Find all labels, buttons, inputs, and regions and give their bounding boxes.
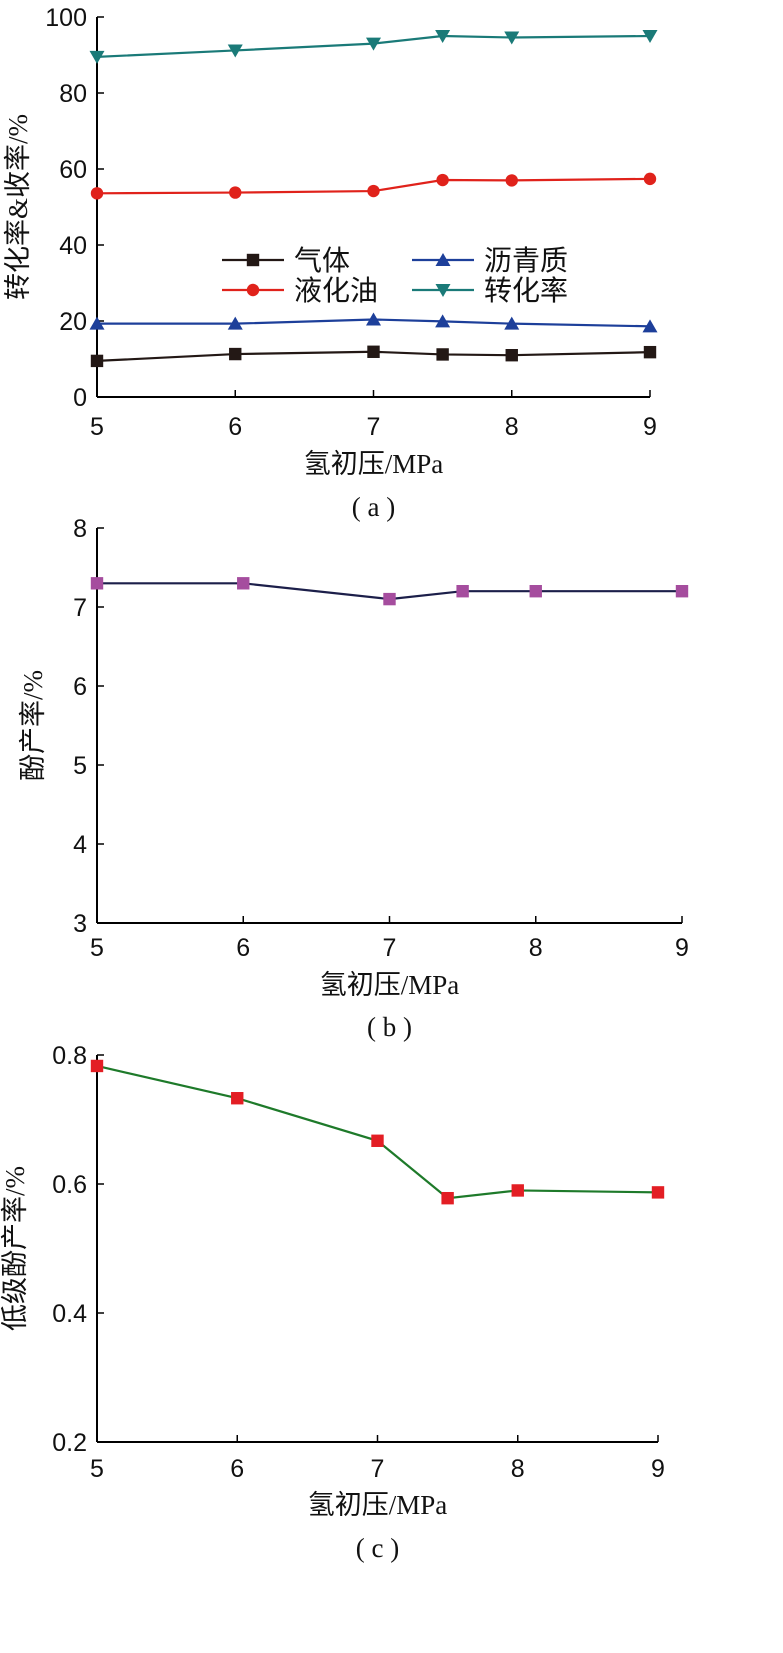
- data-point: [675, 585, 689, 598]
- data-point: [367, 345, 380, 358]
- y-tick-label: 100: [45, 4, 87, 32]
- data-point: [90, 577, 104, 590]
- y-tick-label: 0.2: [52, 1429, 87, 1457]
- data-point: [456, 585, 469, 598]
- y-axis-title: 低级酚产率/%: [0, 1166, 30, 1331]
- x-tick-label: 8: [529, 934, 543, 962]
- x-tick-label: 5: [90, 1455, 104, 1483]
- data-point: [511, 1184, 524, 1197]
- data-point: [436, 348, 449, 361]
- panel-caption: ( a ): [352, 492, 395, 522]
- y-tick-label: 0.6: [52, 1171, 87, 1199]
- y-axis-title: 转化率&收率/%: [3, 114, 33, 300]
- data-point: [505, 174, 518, 187]
- series-line: [97, 318, 651, 328]
- legend-swatch-marker: [435, 284, 451, 297]
- data-point: [504, 316, 520, 330]
- panel-caption: ( c ): [356, 1533, 399, 1563]
- data-point: [505, 349, 518, 362]
- x-tick-label: 6: [236, 934, 250, 962]
- x-tick-label: 7: [371, 1455, 385, 1483]
- y-tick-label: 40: [59, 232, 87, 260]
- y-tick-label: 7: [73, 594, 87, 622]
- x-tick-label: 9: [675, 934, 689, 962]
- legend-item: 转化率: [412, 275, 568, 307]
- data-point: [227, 316, 243, 330]
- y-tick-label: 60: [59, 156, 87, 184]
- x-tick-label: 7: [383, 934, 397, 962]
- data-point: [383, 592, 396, 606]
- x-tick-label: 9: [643, 413, 657, 441]
- legend-label: 气体: [294, 245, 350, 277]
- y-tick-label: 6: [73, 673, 87, 701]
- x-tick-label: 7: [367, 413, 381, 441]
- x-tick-label: 8: [505, 413, 519, 441]
- data-point: [229, 186, 242, 199]
- series-line: [96, 350, 651, 362]
- y-tick-label: 3: [73, 910, 87, 938]
- chart-panel-b: 3 4 5 6 7 8 5 6 7 8 9 氢初压/MPa 酚产率/% ( b ): [18, 515, 689, 1042]
- data-point: [371, 1134, 384, 1147]
- x-axis-title: 氢初压/MPa: [304, 449, 444, 479]
- data-point: [435, 30, 451, 43]
- y-tick-label: 5: [73, 752, 87, 780]
- data-point: [229, 347, 242, 361]
- legend-item: 沥青质: [412, 245, 568, 277]
- x-tick-label: 5: [90, 413, 104, 441]
- y-tick-label: 80: [59, 80, 87, 108]
- y-tick-label: 0: [73, 384, 87, 412]
- data-point: [643, 172, 657, 186]
- data-point: [441, 1191, 454, 1205]
- data-point: [237, 577, 250, 590]
- panel-caption: ( b ): [367, 1012, 412, 1042]
- data-point: [227, 44, 243, 58]
- data-point: [90, 187, 104, 200]
- x-tick-label: 5: [90, 934, 104, 962]
- data-point: [643, 345, 657, 359]
- series-line: [96, 1064, 659, 1200]
- x-tick-label: 6: [230, 1455, 244, 1483]
- legend-label: 液化油: [294, 275, 378, 307]
- legend-swatch-marker: [246, 253, 260, 267]
- y-tick-label: 4: [73, 831, 87, 859]
- legend-label: 转化率: [484, 275, 568, 307]
- legend-swatch-marker: [435, 253, 451, 266]
- data-point: [642, 319, 658, 333]
- data-point: [504, 31, 520, 45]
- data-point: [651, 1186, 665, 1199]
- x-axis-title: 氢初压/MPa: [320, 970, 460, 1000]
- x-tick-label: 9: [651, 1455, 665, 1483]
- x-tick-label: 8: [511, 1455, 525, 1483]
- legend-item: 气体: [222, 245, 350, 277]
- data-point: [89, 316, 105, 330]
- legend-swatch-marker: [246, 283, 260, 297]
- series-line: [96, 34, 651, 58]
- y-tick-label: 0.8: [52, 1042, 87, 1070]
- data-point: [90, 1059, 104, 1073]
- y-axis-title: 酚产率/%: [18, 670, 48, 781]
- chart-panel-c: 0.2 0.4 0.6 0.8 5 6 7 8 9 氢初压/MPa 低级酚产率/% ( c ): [0, 1042, 665, 1563]
- x-tick-label: 6: [228, 413, 242, 441]
- data-point: [367, 184, 380, 198]
- series-line: [97, 582, 682, 601]
- data-point: [529, 585, 542, 598]
- data-point: [366, 37, 381, 51]
- y-tick-label: 0.4: [52, 1300, 87, 1328]
- data-point: [89, 50, 105, 64]
- legend-label: 沥青质: [484, 245, 568, 277]
- data-point: [642, 30, 658, 43]
- series-line: [96, 177, 651, 195]
- data-point: [231, 1092, 244, 1105]
- data-point: [435, 314, 451, 328]
- data-point: [90, 354, 104, 368]
- legend-item: 液化油: [222, 275, 378, 307]
- data-point: [436, 173, 449, 187]
- data-point: [366, 312, 381, 326]
- x-axis-title: 氢初压/MPa: [308, 1490, 448, 1520]
- y-tick-label: 8: [73, 515, 87, 543]
- chart-panel-a: 0 20 40 60 80 100 5 6 7 8 9 氢初压/MPa 转化率&收率/% ( a ) 气体液…: [3, 4, 658, 522]
- y-tick-label: 20: [59, 308, 87, 336]
